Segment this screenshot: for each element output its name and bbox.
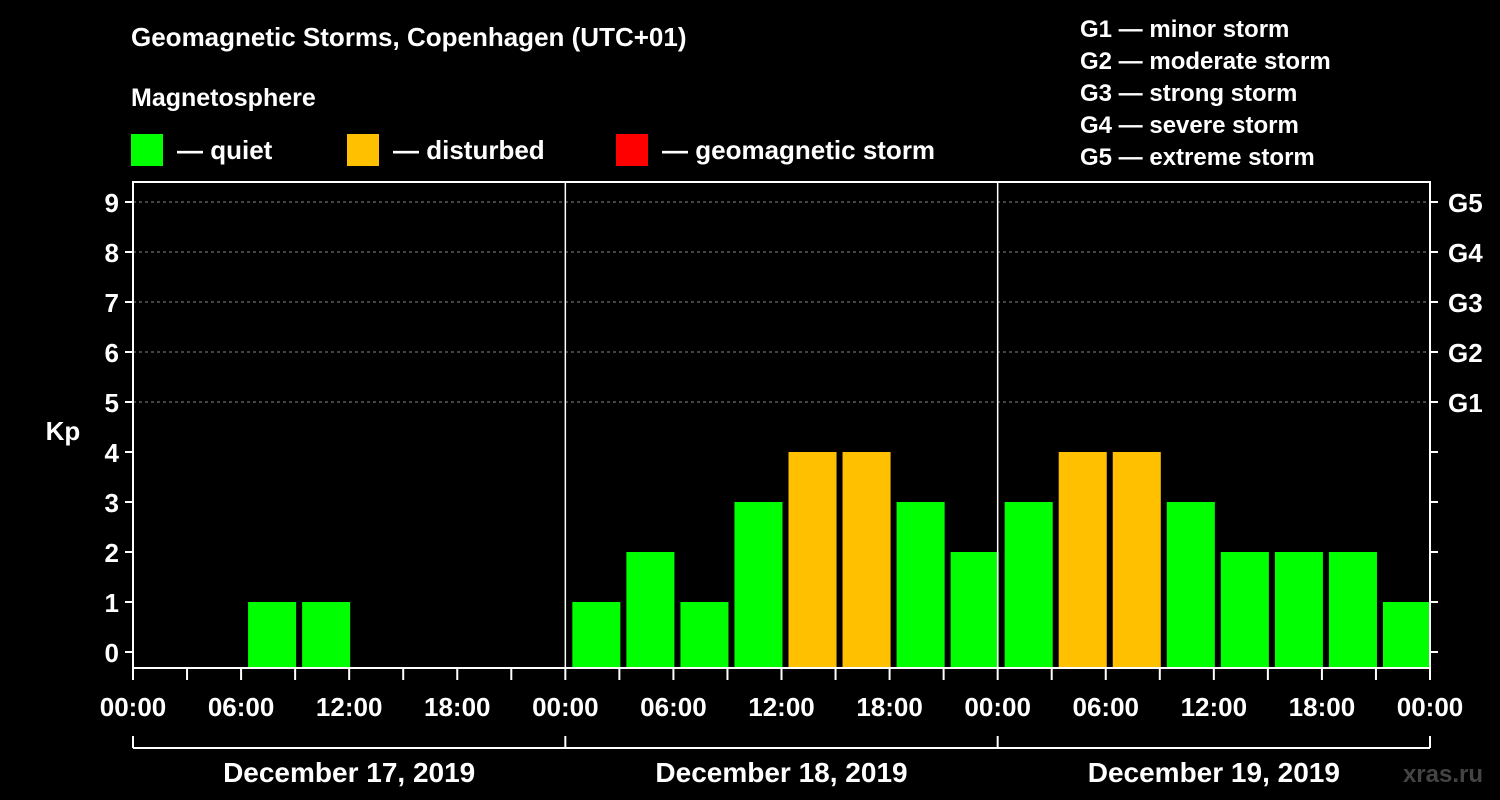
y-tick-label: 6	[105, 338, 119, 368]
kp-bar	[1112, 452, 1161, 668]
right-axis-label: G4	[1448, 238, 1483, 268]
x-tick-label: 00:00	[1397, 692, 1464, 722]
magnetosphere-label: Magnetosphere	[131, 84, 316, 112]
day-label: December 17, 2019	[223, 757, 475, 788]
x-tick-label: 18:00	[1289, 692, 1356, 722]
legend-disturbed: — disturbed	[347, 133, 545, 167]
kp-bar	[896, 502, 945, 668]
y-axis-label: Kp	[46, 416, 81, 446]
legend-quiet: — quiet	[131, 133, 272, 167]
x-tick-label: 12:00	[316, 692, 383, 722]
legend-quiet-label: — quiet	[177, 134, 273, 165]
x-tick-label: 12:00	[1181, 692, 1248, 722]
kp-bar	[1058, 452, 1107, 668]
storm-level-list: G1 — minor storm G2 — moderate storm G3 …	[1080, 14, 1331, 174]
storm-level-g1: G1 — minor storm	[1080, 16, 1290, 43]
chart-title: Geomagnetic Storms, Copenhagen (UTC+01)	[131, 22, 687, 52]
kp-bar	[1166, 502, 1215, 668]
kp-bar	[842, 452, 891, 668]
kp-bar	[248, 602, 297, 668]
x-tick-label: 06:00	[208, 692, 275, 722]
storm-level-g2: G2 — moderate storm	[1080, 48, 1331, 75]
kp-bar	[734, 502, 783, 668]
right-axis-label: G1	[1448, 388, 1483, 418]
x-tick-label: 06:00	[640, 692, 707, 722]
kp-bar	[1004, 502, 1053, 668]
legend-storm-label: — geomagnetic storm	[662, 134, 936, 165]
legend-quiet-swatch	[131, 134, 163, 166]
right-axis-label: G3	[1448, 288, 1483, 318]
storm-level-g3: G3 — strong storm	[1080, 80, 1298, 107]
y-tick-label: 3	[105, 488, 119, 518]
kp-bar	[1220, 552, 1269, 668]
x-tick-label: 18:00	[424, 692, 491, 722]
x-tick-label: 00:00	[100, 692, 167, 722]
y-tick-label: 5	[105, 388, 119, 418]
x-tick-label: 00:00	[964, 692, 1031, 722]
x-tick-label: 06:00	[1073, 692, 1140, 722]
kp-bar	[626, 552, 675, 668]
watermark: xras.ru	[1403, 761, 1483, 788]
y-tick-label: 2	[105, 538, 119, 568]
day-label: December 18, 2019	[655, 757, 907, 788]
y-tick-label: 7	[105, 288, 119, 318]
kp-bar	[788, 452, 837, 668]
right-axis-label: G5	[1448, 188, 1483, 218]
y-tick-label: 1	[105, 588, 119, 618]
legend-storm-swatch	[616, 134, 648, 166]
x-tick-label: 18:00	[856, 692, 923, 722]
storm-level-g5: G5 — extreme storm	[1080, 144, 1315, 171]
kp-bar	[1274, 552, 1323, 668]
day-label: December 19, 2019	[1088, 757, 1340, 788]
y-tick-label: 8	[105, 238, 119, 268]
x-tick-label: 12:00	[748, 692, 815, 722]
legend-disturbed-swatch	[347, 134, 379, 166]
kp-bar	[1328, 552, 1377, 668]
kp-bar	[680, 602, 729, 668]
x-tick-label: 00:00	[532, 692, 599, 722]
kp-bar	[302, 602, 351, 668]
y-tick-label: 4	[105, 438, 120, 468]
storm-level-g4: G4 — severe storm	[1080, 112, 1299, 139]
y-tick-label: 0	[105, 638, 119, 668]
kp-bar	[1382, 602, 1431, 668]
y-tick-label: 9	[105, 188, 119, 218]
right-axis-label: G2	[1448, 338, 1483, 368]
legend-storm: — geomagnetic storm	[616, 133, 935, 167]
legend-disturbed-label: — disturbed	[393, 134, 545, 165]
kp-bar	[950, 552, 999, 668]
kp-bar	[572, 602, 621, 668]
